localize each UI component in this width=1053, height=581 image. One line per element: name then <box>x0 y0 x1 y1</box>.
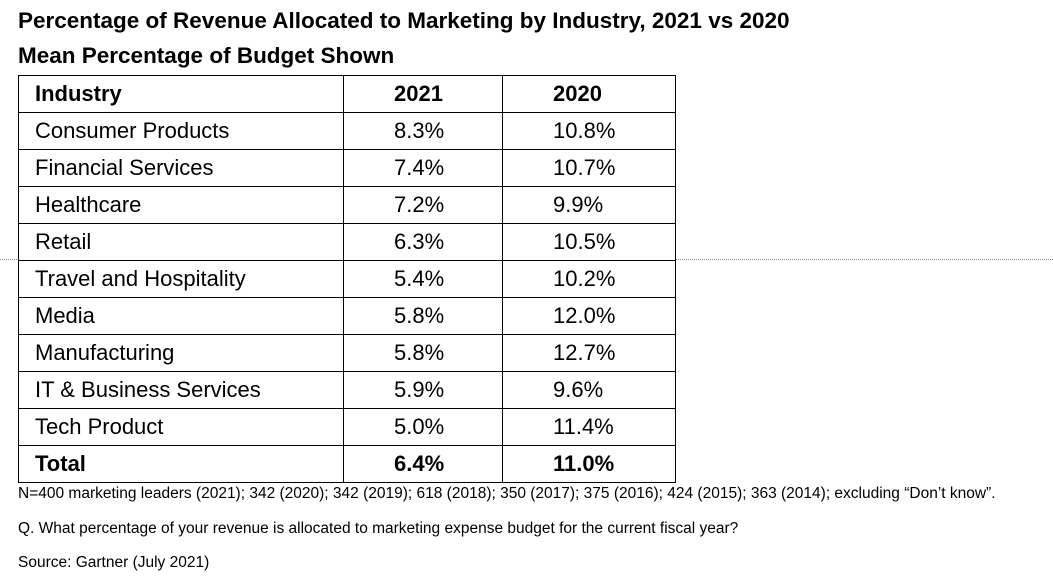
value-2020-cell: 9.9% <box>502 186 676 224</box>
value-2020-cell: 12.0% <box>502 297 676 335</box>
value-2021-cell: 5.9% <box>343 371 503 409</box>
value-2020-cell: 11.4% <box>502 408 676 446</box>
survey-question: Q. What percentage of your revenue is al… <box>18 520 739 537</box>
value-2021-cell: 7.4% <box>343 149 503 187</box>
industry-cell: Manufacturing <box>18 334 344 372</box>
value-2021-cell: 5.8% <box>343 297 503 335</box>
value-2021-cell: 5.4% <box>343 260 503 298</box>
value-2021-cell: 7.2% <box>343 186 503 224</box>
value-2020-cell: 9.6% <box>502 371 676 409</box>
industry-cell: Retail <box>18 223 344 261</box>
table-total-row: Total 6.4% 11.0% <box>18 445 676 483</box>
value-2020-cell: 10.7% <box>502 149 676 187</box>
chart-title: Percentage of Revenue Allocated to Marke… <box>18 8 790 33</box>
table-header-row: Industry 2021 2020 <box>18 75 676 113</box>
industry-cell: Total <box>18 445 344 483</box>
industry-cell: IT & Business Services <box>18 371 344 409</box>
chart-subtitle: Mean Percentage of Budget Shown <box>18 43 395 68</box>
source-note: Source: Gartner (July 2021) <box>18 554 210 571</box>
sample-size-footnote: N=400 marketing leaders (2021); 342 (202… <box>18 485 996 502</box>
table-row: IT & Business Services 5.9% 9.6% <box>18 371 676 409</box>
value-2021-cell: 5.0% <box>343 408 503 446</box>
table-row: Financial Services 7.4% 10.7% <box>18 149 676 187</box>
industry-cell: Consumer Products <box>18 112 344 150</box>
table-row: Travel and Hospitality 5.4% 10.2% <box>18 260 676 298</box>
table-row: Retail 6.3% 10.5% <box>18 223 676 261</box>
industry-cell: Healthcare <box>18 186 344 224</box>
table-body: Consumer Products 8.3% 10.8% Financial Serv… <box>18 112 676 483</box>
table-row: Tech Product 5.0% 11.4% <box>18 408 676 446</box>
value-2020-cell: 10.2% <box>502 260 676 298</box>
table-row: Consumer Products 8.3% 10.8% <box>18 112 676 150</box>
value-2020-cell: 10.8% <box>502 112 676 150</box>
value-2020-cell: 10.5% <box>502 223 676 261</box>
industry-cell: Financial Services <box>18 149 344 187</box>
value-2021-cell: 8.3% <box>343 112 503 150</box>
industry-cell: Media <box>18 297 344 335</box>
value-2021-cell: 5.8% <box>343 334 503 372</box>
table-row: Media 5.8% 12.0% <box>18 297 676 335</box>
industry-cell: Travel and Hospitality <box>18 260 344 298</box>
data-table: Industry 2021 2020 Consumer Products 8.3%… <box>18 75 676 483</box>
column-header-2020: 2020 <box>502 75 676 113</box>
value-2020-cell: 11.0% <box>502 445 676 483</box>
industry-cell: Tech Product <box>18 408 344 446</box>
value-2021-cell: 6.4% <box>343 445 503 483</box>
column-header-industry: Industry <box>18 75 344 113</box>
value-2020-cell: 12.7% <box>502 334 676 372</box>
table-row: Manufacturing 5.8% 12.7% <box>18 334 676 372</box>
table-row: Healthcare 7.2% 9.9% <box>18 186 676 224</box>
value-2021-cell: 6.3% <box>343 223 503 261</box>
column-header-2021: 2021 <box>343 75 503 113</box>
